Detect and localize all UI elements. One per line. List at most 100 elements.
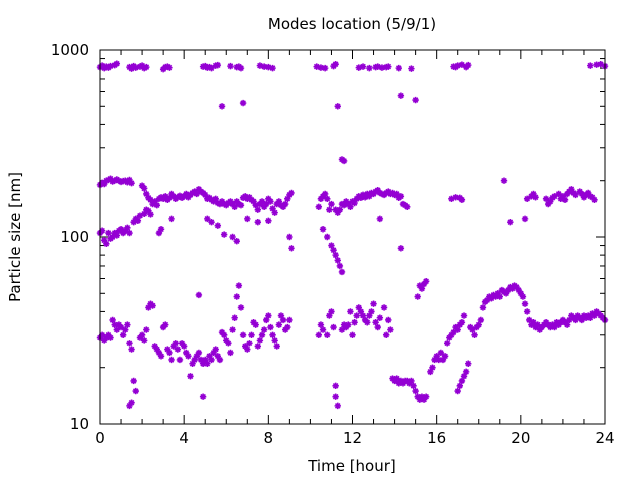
x-tick-label: 20 xyxy=(511,429,530,447)
data-point xyxy=(479,304,487,311)
data-point xyxy=(195,349,203,357)
data-point xyxy=(456,382,464,390)
data-point xyxy=(471,331,478,338)
data-point xyxy=(544,200,552,208)
data-point xyxy=(218,103,226,110)
data-point xyxy=(334,103,341,110)
data-point xyxy=(572,316,579,324)
data-point xyxy=(170,193,177,200)
data-point xyxy=(317,195,325,203)
data-point xyxy=(452,194,459,201)
data-point xyxy=(250,198,257,205)
data-point xyxy=(408,377,415,385)
data-point xyxy=(155,349,163,357)
data-point xyxy=(475,321,482,328)
data-point xyxy=(332,382,339,390)
data-point xyxy=(397,193,405,200)
data-point xyxy=(117,178,125,186)
data-point xyxy=(220,331,228,338)
y-tick-label: 10 xyxy=(70,415,89,433)
data-point xyxy=(460,373,468,380)
data-point xyxy=(134,217,142,225)
data-point xyxy=(454,387,461,395)
data-point xyxy=(387,326,394,333)
data-point xyxy=(281,200,289,208)
data-point xyxy=(246,194,253,201)
data-point xyxy=(332,60,339,68)
data-point xyxy=(157,226,165,233)
data-point xyxy=(412,387,419,395)
data-point xyxy=(458,61,466,68)
data-point xyxy=(122,326,129,333)
data-point xyxy=(128,346,135,353)
data-point xyxy=(315,331,323,338)
data-point xyxy=(277,312,285,319)
data-point xyxy=(136,212,144,219)
data-point xyxy=(136,334,144,341)
data-point xyxy=(273,200,280,208)
data-point xyxy=(164,346,171,353)
data-point xyxy=(138,182,146,189)
data-point xyxy=(448,195,455,203)
data-point xyxy=(206,353,213,360)
data-point xyxy=(315,203,323,211)
data-point xyxy=(227,62,234,70)
data-point xyxy=(185,353,192,360)
data-point xyxy=(416,396,424,403)
data-point xyxy=(587,62,594,69)
data-point xyxy=(227,198,234,205)
data-point xyxy=(433,353,440,360)
data-point xyxy=(153,346,161,353)
data-point xyxy=(465,61,472,69)
data-point xyxy=(334,402,341,410)
data-point xyxy=(530,319,537,326)
data-point xyxy=(214,61,222,69)
data-point xyxy=(145,304,152,311)
data-point xyxy=(435,356,442,364)
data-point xyxy=(452,323,459,331)
data-point xyxy=(364,319,371,326)
data-point xyxy=(420,396,428,403)
data-point xyxy=(115,321,123,328)
data-point xyxy=(229,233,236,241)
data-point xyxy=(496,293,503,300)
data-point xyxy=(334,209,341,216)
data-point xyxy=(103,177,110,184)
data-point xyxy=(321,64,329,72)
data-point xyxy=(347,308,354,315)
data-point xyxy=(263,200,270,208)
data-point xyxy=(275,198,283,205)
data-point xyxy=(330,323,337,331)
data-point xyxy=(256,337,264,344)
data-point xyxy=(551,193,558,200)
data-point xyxy=(551,323,558,331)
data-point xyxy=(281,326,289,333)
data-point xyxy=(244,346,251,353)
data-point xyxy=(446,334,453,341)
data-point xyxy=(202,191,209,199)
data-point xyxy=(591,196,598,204)
data-point xyxy=(492,293,499,300)
data-point xyxy=(368,189,375,197)
data-point xyxy=(408,65,415,72)
data-point xyxy=(233,198,240,205)
data-point xyxy=(151,198,158,205)
data-point xyxy=(378,190,386,198)
data-point xyxy=(162,321,169,328)
data-point xyxy=(204,360,211,367)
data-point xyxy=(233,293,240,300)
data-point xyxy=(530,190,537,198)
data-point xyxy=(342,198,350,205)
data-point xyxy=(288,245,295,252)
data-point xyxy=(126,340,133,347)
data-point xyxy=(376,189,384,197)
data-point xyxy=(454,326,461,333)
data-point xyxy=(267,323,274,331)
data-point xyxy=(465,360,472,367)
data-point xyxy=(138,331,146,338)
data-point xyxy=(406,380,413,387)
data-point xyxy=(244,215,251,223)
data-point xyxy=(98,331,106,338)
data-point xyxy=(103,240,110,247)
